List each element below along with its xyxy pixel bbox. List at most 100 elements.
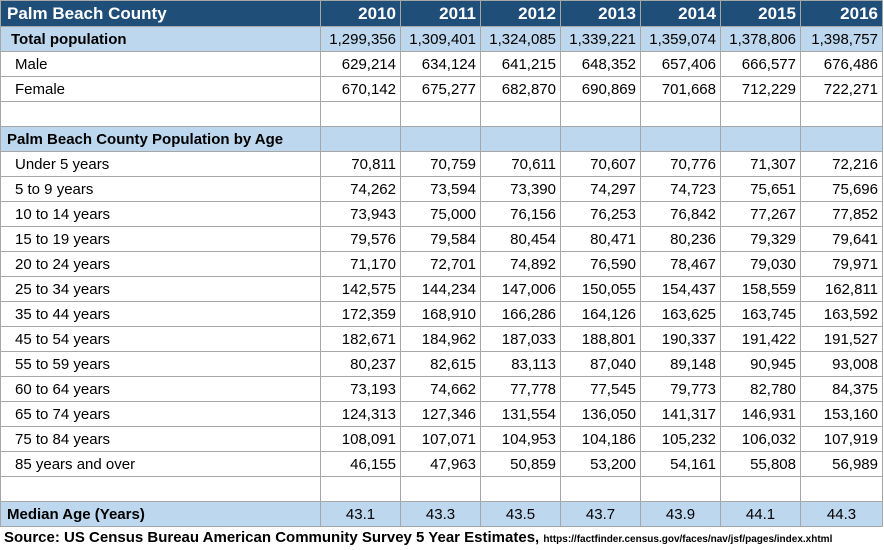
source-url: https://factfinder.census.gov/faces/nav/… bbox=[543, 534, 833, 545]
age-section-header: Palm Beach County Population by Age bbox=[0, 126, 883, 152]
age-row: 20 to 24 years 71,170 72,701 74,892 76,590 78… bbox=[0, 251, 883, 277]
cell: 150,055 bbox=[560, 276, 641, 302]
cell: 44.1 bbox=[720, 501, 801, 527]
cell: 154,437 bbox=[640, 276, 721, 302]
cell: 163,625 bbox=[640, 301, 721, 327]
cell: 53,200 bbox=[560, 451, 641, 477]
cell: 106,032 bbox=[720, 426, 801, 452]
age-row: 35 to 44 years 172,359 168,910 166,286 164,1… bbox=[0, 301, 883, 327]
age-row: 45 to 54 years 182,671 184,962 187,033 188,8… bbox=[0, 326, 883, 352]
empty-cell bbox=[560, 101, 641, 127]
age-row: 65 to 74 years 124,313 127,346 131,554 136,0… bbox=[0, 401, 883, 427]
cell: 73,390 bbox=[480, 176, 561, 202]
cell: 77,852 bbox=[800, 201, 883, 227]
cell: 153,160 bbox=[800, 401, 883, 427]
cell: 79,576 bbox=[320, 226, 401, 252]
cell: 634,124 bbox=[400, 51, 481, 77]
cell: 722,271 bbox=[800, 76, 883, 102]
row-label: 60 to 64 years bbox=[0, 376, 321, 402]
row-label: 25 to 34 years bbox=[0, 276, 321, 302]
empty-cell bbox=[800, 101, 883, 127]
empty-cell bbox=[640, 101, 721, 127]
spacer-row bbox=[0, 101, 883, 127]
cell: 163,592 bbox=[800, 301, 883, 327]
cell: 675,277 bbox=[400, 76, 481, 102]
cell: 82,780 bbox=[720, 376, 801, 402]
row-label: 20 to 24 years bbox=[0, 251, 321, 277]
age-row: 5 to 9 years 74,262 73,594 73,390 74,297 74,7… bbox=[0, 176, 883, 202]
cell: 74,723 bbox=[640, 176, 721, 202]
empty-cell bbox=[800, 476, 883, 502]
cell: 70,811 bbox=[320, 151, 401, 177]
cell: 676,486 bbox=[800, 51, 883, 77]
cell: 74,892 bbox=[480, 251, 561, 277]
cell: 47,963 bbox=[400, 451, 481, 477]
table-title: Palm Beach County bbox=[0, 0, 321, 27]
cell: 147,006 bbox=[480, 276, 561, 302]
age-row: 55 to 59 years 80,237 82,615 83,113 87,040 89… bbox=[0, 351, 883, 377]
empty-cell bbox=[800, 126, 883, 152]
spacer-row bbox=[0, 476, 883, 502]
cell: 191,527 bbox=[800, 326, 883, 352]
row-label: 85 years and over bbox=[0, 451, 321, 477]
cell: 690,869 bbox=[560, 76, 641, 102]
cell: 55,808 bbox=[720, 451, 801, 477]
source-note: Source: US Census Bureau American Commun… bbox=[4, 529, 832, 546]
year-2014: 2014 bbox=[640, 0, 721, 27]
cell: 682,870 bbox=[480, 76, 561, 102]
cell: 141,317 bbox=[640, 401, 721, 427]
median-age-row: Median Age (Years) 43.1 43.3 43.5 43.7 43.9 44… bbox=[0, 501, 883, 527]
age-row: 10 to 14 years 73,943 75,000 76,156 76,253 76… bbox=[0, 201, 883, 227]
cell: 712,229 bbox=[720, 76, 801, 102]
cell: 105,232 bbox=[640, 426, 721, 452]
cell: 168,910 bbox=[400, 301, 481, 327]
cell: 187,033 bbox=[480, 326, 561, 352]
cell: 82,615 bbox=[400, 351, 481, 377]
cell: 131,554 bbox=[480, 401, 561, 427]
source-text: Source: US Census Bureau American Commun… bbox=[4, 529, 540, 546]
empty-cell bbox=[320, 476, 401, 502]
age-row: 15 to 19 years 79,576 79,584 80,454 80,471 80… bbox=[0, 226, 883, 252]
age-row: Under 5 years 70,811 70,759 70,611 70,607 70,… bbox=[0, 151, 883, 177]
cell: 79,773 bbox=[640, 376, 721, 402]
cell: 70,776 bbox=[640, 151, 721, 177]
cell: 77,267 bbox=[720, 201, 801, 227]
cell: 76,253 bbox=[560, 201, 641, 227]
cell: 701,668 bbox=[640, 76, 721, 102]
total-population-row: Total population 1,299,356 1,309,401 1,3… bbox=[0, 26, 883, 52]
cell: 108,091 bbox=[320, 426, 401, 452]
sex-row: Female 670,142 675,277 682,870 690,869 701,66… bbox=[0, 76, 883, 102]
row-label: Under 5 years bbox=[0, 151, 321, 177]
cell: 127,346 bbox=[400, 401, 481, 427]
cell: 670,142 bbox=[320, 76, 401, 102]
cell: 74,662 bbox=[400, 376, 481, 402]
empty-cell bbox=[640, 126, 721, 152]
cell: 56,989 bbox=[800, 451, 883, 477]
cell: 43.9 bbox=[640, 501, 721, 527]
empty-cell bbox=[400, 126, 481, 152]
cell: 641,215 bbox=[480, 51, 561, 77]
cell: 1,359,074 bbox=[640, 26, 721, 52]
empty-cell bbox=[480, 101, 561, 127]
cell: 77,778 bbox=[480, 376, 561, 402]
cell: 1,339,221 bbox=[560, 26, 641, 52]
cell: 83,113 bbox=[480, 351, 561, 377]
cell: 182,671 bbox=[320, 326, 401, 352]
cell: 93,008 bbox=[800, 351, 883, 377]
row-label: 5 to 9 years bbox=[0, 176, 321, 202]
cell: 43.1 bbox=[320, 501, 401, 527]
cell: 76,590 bbox=[560, 251, 641, 277]
cell: 71,307 bbox=[720, 151, 801, 177]
row-label: Total population bbox=[0, 26, 321, 52]
cell: 70,607 bbox=[560, 151, 641, 177]
cell: 1,398,757 bbox=[800, 26, 883, 52]
age-row: 25 to 34 years 142,575 144,234 147,006 150,0… bbox=[0, 276, 883, 302]
cell: 75,000 bbox=[400, 201, 481, 227]
cell: 79,030 bbox=[720, 251, 801, 277]
cell: 73,943 bbox=[320, 201, 401, 227]
empty-cell bbox=[480, 476, 561, 502]
cell: 75,696 bbox=[800, 176, 883, 202]
row-label: Female bbox=[0, 76, 321, 102]
cell: 629,214 bbox=[320, 51, 401, 77]
